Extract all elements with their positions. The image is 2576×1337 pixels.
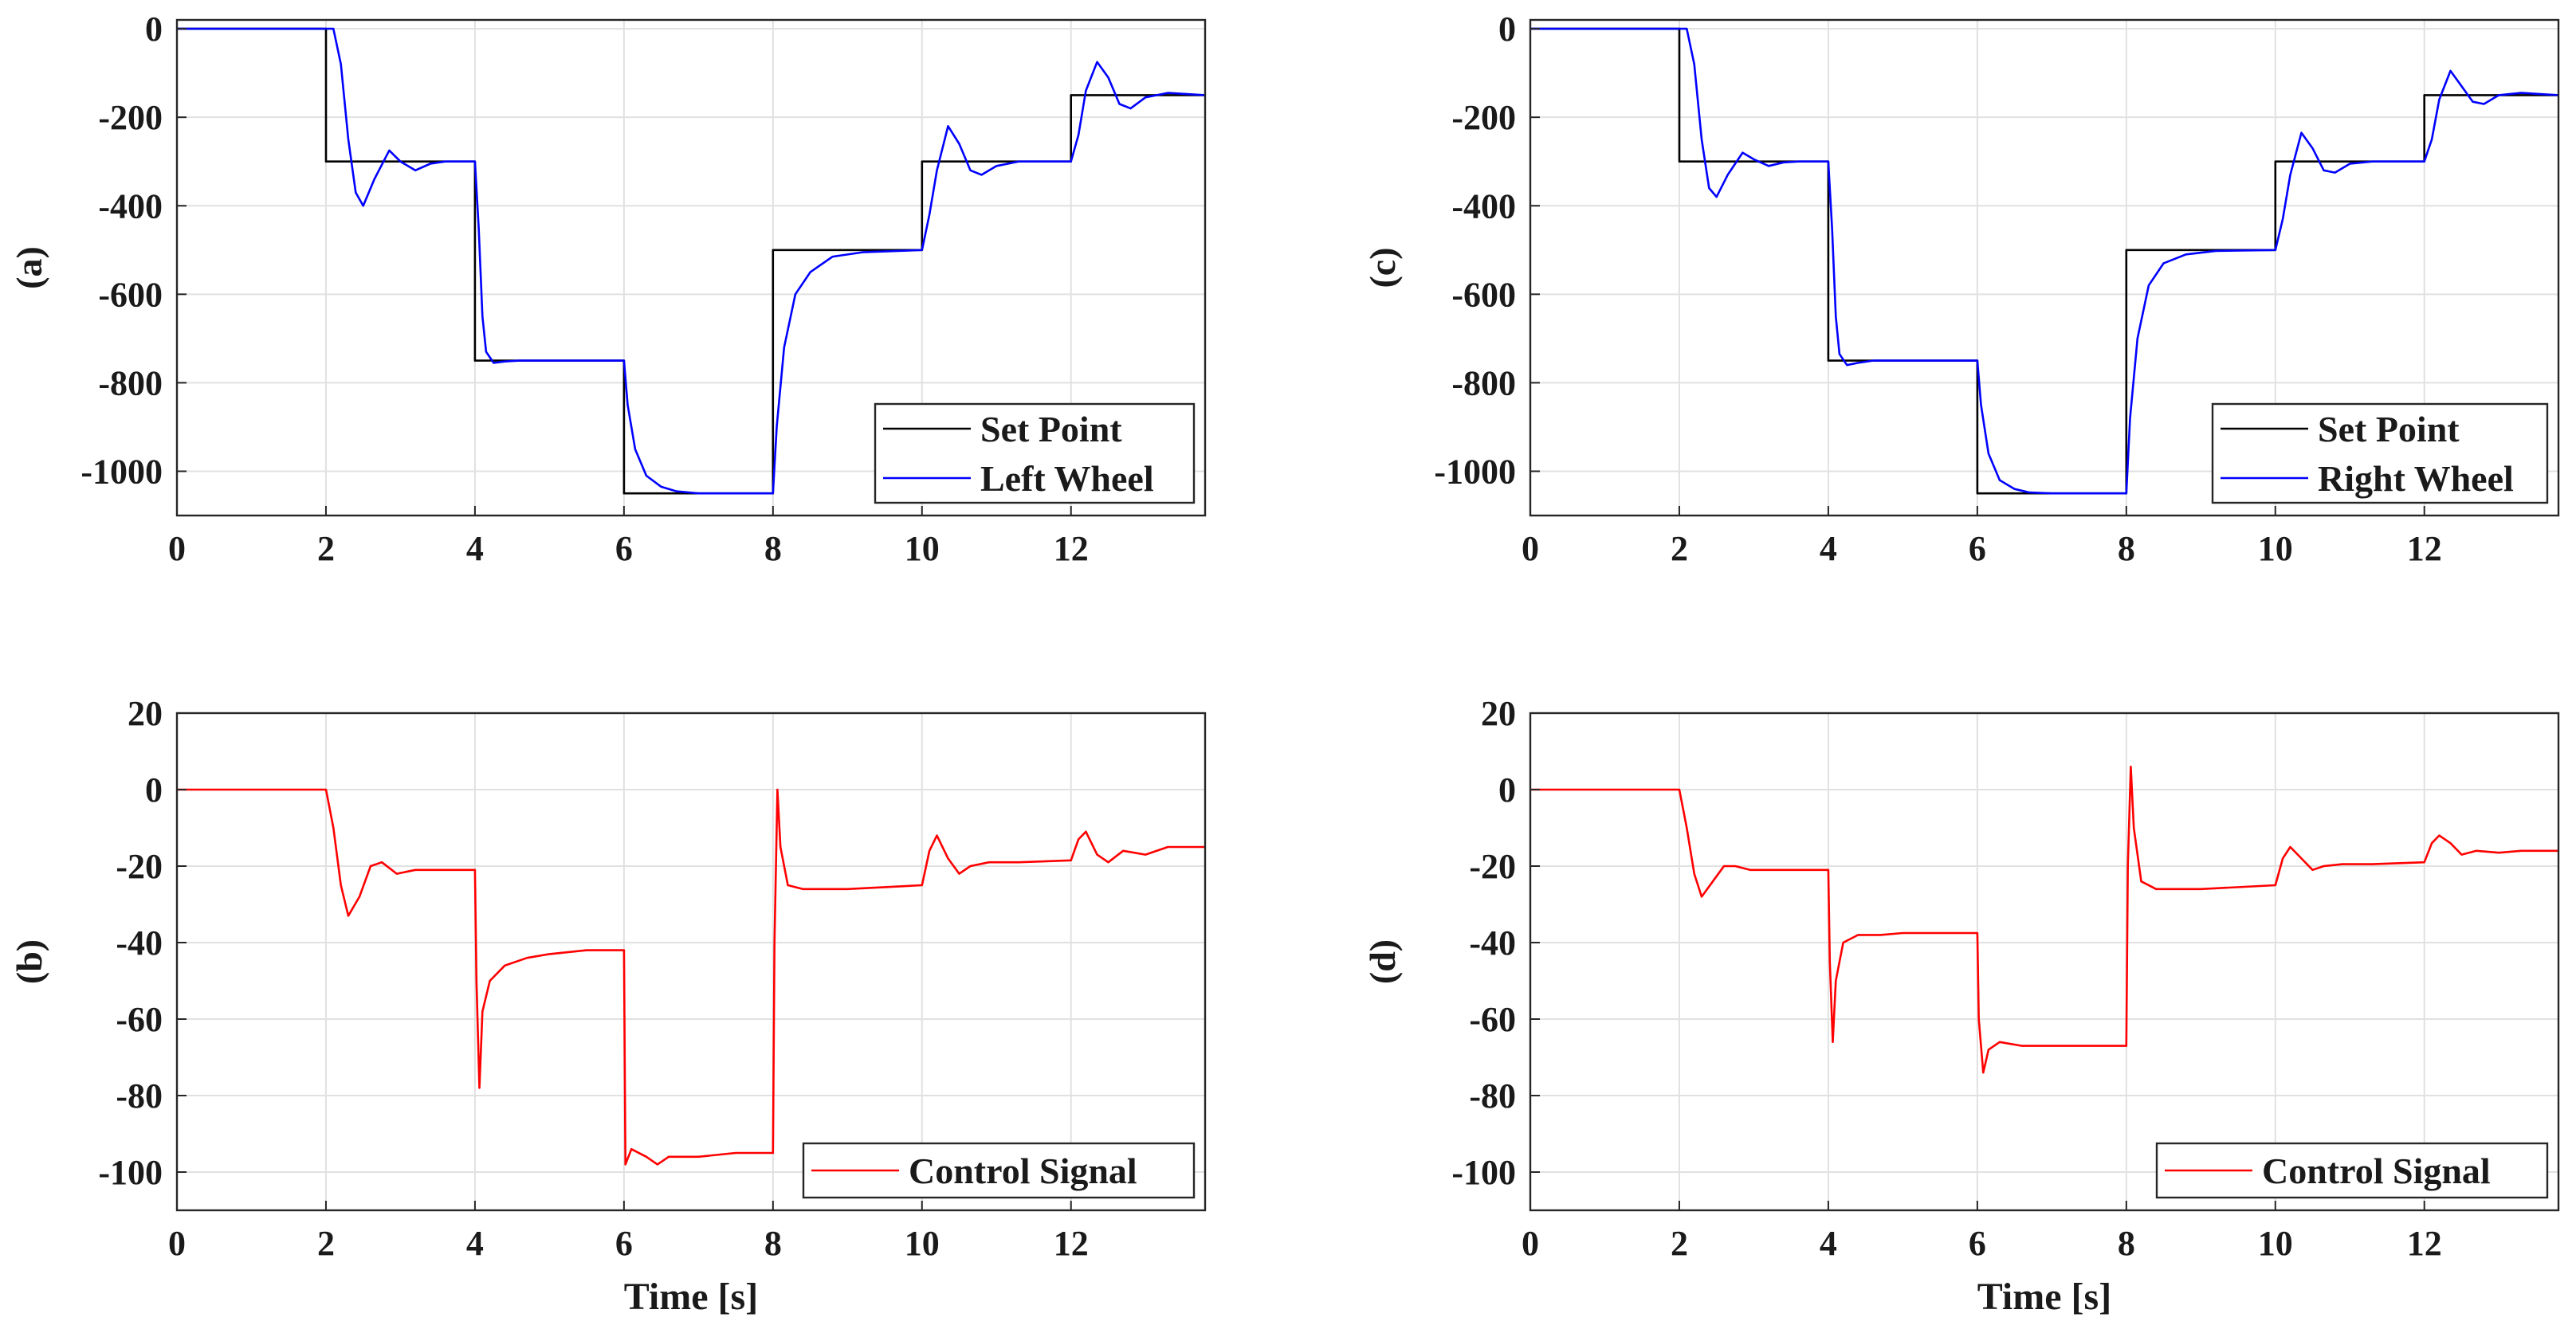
x-tick-label: 2 (317, 529, 335, 568)
x-tick-label: 10 (905, 1224, 940, 1263)
y-tick-label: 0 (145, 770, 163, 810)
plot-area (177, 713, 1205, 1210)
x-tick-label: 4 (466, 1224, 484, 1263)
x-tick-label: 6 (615, 1224, 633, 1263)
legend-label: Right Wheel (2318, 458, 2514, 499)
legend: Set Point Left Wheel (874, 402, 1196, 504)
x-tick-label: 2 (1671, 1224, 1688, 1263)
legend-box (2211, 402, 2549, 504)
x-tick-label: 8 (764, 1224, 782, 1263)
x-tick-label: 8 (2118, 529, 2135, 568)
y-tick-label: -40 (116, 923, 163, 963)
y-tick-label: -400 (1451, 186, 1516, 225)
x-tick-label: 12 (1054, 529, 1089, 568)
chart-panel-b: 0 2 4 6 8 10 12 20 0 -20 -40 -60 -80 -100 (b) Time [s] C… (9, 694, 1207, 1318)
x-tick-label: 12 (2407, 529, 2442, 568)
x-tick-label: 0 (168, 529, 186, 568)
legend-label: Control Signal (909, 1151, 1137, 1191)
legend: Control Signal (802, 1142, 1196, 1199)
y-axis-label: (a) (9, 246, 49, 289)
x-tick-label: 8 (764, 529, 782, 568)
x-tick-label: 0 (1522, 529, 1539, 568)
chart-panel-c: 0 2 4 6 8 10 12 0 -200 -400 -600 -800 -1000 (c) Set Po… (1362, 10, 2560, 568)
y-tick-label: -600 (98, 275, 163, 314)
x-tick-label: 10 (2258, 529, 2293, 568)
y-tick-label: 0 (145, 10, 163, 49)
x-axis-label: Time [s] (1977, 1276, 2111, 1318)
legend-label: Control Signal (2262, 1151, 2491, 1191)
chart-panel-d: 0 2 4 6 8 10 12 20 0 -20 -40 -60 -80 -100 (d) Time [s] C… (1362, 694, 2560, 1318)
y-tick-label: -40 (1469, 923, 1516, 963)
y-tick-label: -100 (1451, 1153, 1516, 1192)
y-tick-label: -200 (98, 98, 163, 137)
x-tick-label: 8 (2118, 1224, 2135, 1263)
chart-panel-a: 0 2 4 6 8 10 12 0 -200 -400 -600 -800 -1000 (a) Set Po… (9, 10, 1207, 568)
y-tick-label: -1000 (1434, 452, 1516, 491)
x-tick-label: 10 (905, 529, 940, 568)
x-tick-label: 0 (1522, 1224, 1539, 1263)
series-line-right-wheel (1530, 27, 2558, 495)
y-tick-label: -800 (1451, 363, 1516, 402)
y-tick-label: -400 (98, 186, 163, 225)
x-tick-label: 2 (317, 1224, 335, 1263)
legend: Control Signal (2155, 1142, 2549, 1199)
y-tick-label: -600 (1451, 275, 1516, 314)
y-tick-label: 20 (1481, 694, 1516, 733)
x-tick-label: 12 (1054, 1224, 1089, 1263)
x-tick-label: 10 (2258, 1224, 2293, 1263)
series-line-control-signal (177, 788, 1205, 1166)
y-tick-label: -60 (1469, 1000, 1516, 1039)
legend-label: Left Wheel (980, 458, 1154, 499)
y-tick-label: 0 (1498, 10, 1516, 49)
plot-area (1530, 713, 2558, 1210)
y-axis-label: (c) (1362, 247, 1403, 288)
x-axis-label: Time [s] (624, 1276, 758, 1318)
x-tick-label: 4 (466, 529, 484, 568)
legend-label: Set Point (2318, 409, 2460, 449)
series-line-control-signal (1530, 765, 2558, 1074)
y-tick-label: 0 (1498, 770, 1516, 810)
x-tick-label: 0 (168, 1224, 186, 1263)
y-tick-label: -60 (116, 1000, 163, 1039)
y-tick-label: -800 (98, 363, 163, 402)
y-axis-label: (d) (1362, 939, 1403, 984)
y-tick-label: -100 (98, 1153, 163, 1192)
legend: Set Point Right Wheel (2211, 402, 2549, 504)
axes-frame (1529, 18, 2560, 517)
axes-frame (175, 712, 1207, 1212)
y-tick-label: -1000 (80, 452, 163, 491)
x-tick-label: 4 (1820, 529, 1837, 568)
x-tick-label: 4 (1820, 1224, 1837, 1263)
x-tick-label: 2 (1671, 529, 1688, 568)
x-tick-label: 6 (1969, 529, 1986, 568)
legend-box (874, 402, 1196, 504)
y-tick-label: -200 (1451, 98, 1516, 137)
y-tick-label: 20 (128, 694, 163, 733)
axes-frame (175, 18, 1207, 517)
x-tick-label: 6 (615, 529, 633, 568)
series-line-left-wheel (177, 27, 1205, 495)
y-axis-label: (b) (9, 939, 49, 984)
x-tick-label: 12 (2407, 1224, 2442, 1263)
axes-frame (1529, 712, 2560, 1212)
y-tick-label: -80 (1469, 1076, 1516, 1115)
y-tick-label: -20 (116, 847, 163, 886)
x-tick-label: 6 (1969, 1224, 1986, 1263)
y-tick-label: -20 (1469, 847, 1516, 886)
legend-label: Set Point (980, 409, 1122, 449)
y-tick-label: -80 (116, 1076, 163, 1115)
